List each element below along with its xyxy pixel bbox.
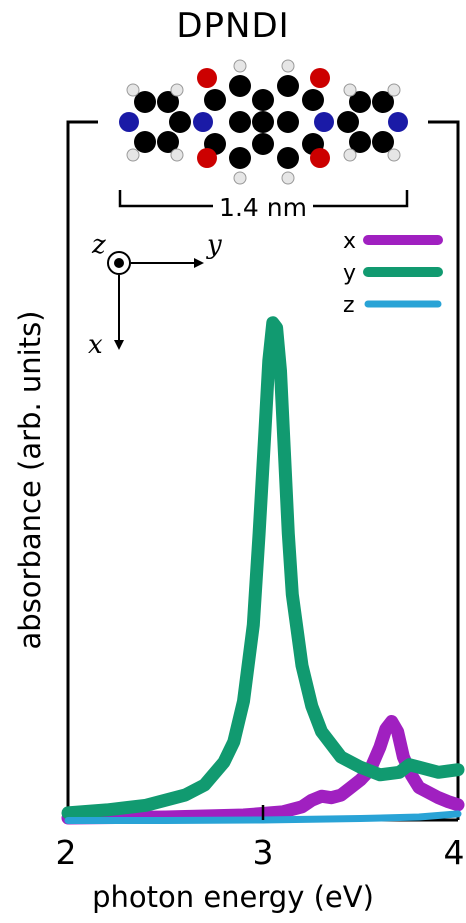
hydrogen-atom bbox=[126, 83, 140, 97]
molecule-name: DPNDI bbox=[176, 6, 290, 46]
carbon-atom bbox=[134, 91, 156, 113]
hydrogen-atom bbox=[281, 171, 295, 185]
hydrogen-atom bbox=[170, 83, 184, 97]
x-axis-label: photon energy (eV) bbox=[92, 880, 374, 914]
y-arrow-icon bbox=[194, 258, 204, 268]
molecule-structure bbox=[119, 59, 408, 185]
oxygen-atom bbox=[310, 68, 330, 88]
x-ticks: 2 3 4 bbox=[56, 805, 465, 872]
carbon-atom bbox=[372, 91, 394, 113]
y-axis-glyph-label: y bbox=[206, 230, 222, 260]
carbon-atom bbox=[204, 89, 226, 111]
y-axis-label: absorbance (arb. units) bbox=[13, 310, 47, 650]
carbon-atom bbox=[372, 131, 394, 153]
oxygen-atom bbox=[310, 148, 330, 168]
hydrogen-atom bbox=[281, 59, 295, 73]
carbon-atom bbox=[337, 111, 359, 133]
oxygen-atom bbox=[197, 68, 217, 88]
carbon-atom bbox=[277, 111, 299, 133]
z-axis-label: z bbox=[91, 230, 106, 260]
x-axis-glyph-label: x bbox=[88, 330, 103, 360]
carbon-atom bbox=[302, 89, 324, 111]
legend-label-y: y bbox=[343, 261, 356, 286]
carbon-atom bbox=[157, 91, 179, 113]
hydrogen-atom bbox=[387, 83, 401, 97]
hydrogen-atom bbox=[387, 148, 401, 162]
x-tick-label: 3 bbox=[253, 833, 274, 872]
x-tick-label: 2 bbox=[56, 833, 77, 872]
frame-left-top bbox=[66, 120, 98, 820]
x-tick-label: 4 bbox=[444, 833, 465, 872]
carbon-atom bbox=[157, 131, 179, 153]
carbon-atom bbox=[277, 75, 299, 97]
carbon-atom bbox=[229, 75, 251, 97]
nitrogen-atom bbox=[388, 112, 408, 132]
legend-label-x: x bbox=[343, 229, 356, 254]
legend: xyz bbox=[343, 229, 443, 318]
carbon-atom bbox=[229, 111, 251, 133]
legend-label-z: z bbox=[343, 293, 355, 318]
nitrogen-atom bbox=[314, 112, 334, 132]
carbon-atom bbox=[134, 131, 156, 153]
nitrogen-atom bbox=[193, 112, 213, 132]
frame-right-top bbox=[428, 120, 460, 820]
hydrogen-atom bbox=[233, 59, 247, 73]
hydrogen-atom bbox=[343, 148, 357, 162]
hydrogen-atom bbox=[343, 83, 357, 97]
hydrogen-atom bbox=[126, 148, 140, 162]
scale-bar-label: 1.4 nm bbox=[219, 193, 307, 222]
scale-bar bbox=[118, 190, 409, 208]
carbon-atom bbox=[252, 89, 274, 111]
nitrogen-atom bbox=[119, 112, 139, 132]
coordinate-axes-glyph: z y x bbox=[88, 230, 222, 360]
carbon-atom bbox=[277, 147, 299, 169]
series-layer bbox=[61, 316, 465, 825]
carbon-atom bbox=[252, 111, 274, 133]
carbon-atom bbox=[349, 131, 371, 153]
series-line-z bbox=[64, 810, 462, 824]
carbon-atom bbox=[349, 91, 371, 113]
carbon-atom bbox=[252, 133, 274, 155]
carbon-atom bbox=[229, 147, 251, 169]
hydrogen-atom bbox=[170, 148, 184, 162]
oxygen-atom bbox=[197, 148, 217, 168]
hydrogen-atom bbox=[233, 171, 247, 185]
x-arrow-icon bbox=[114, 340, 124, 350]
series-line-y bbox=[61, 316, 465, 820]
carbon-atom bbox=[169, 111, 191, 133]
